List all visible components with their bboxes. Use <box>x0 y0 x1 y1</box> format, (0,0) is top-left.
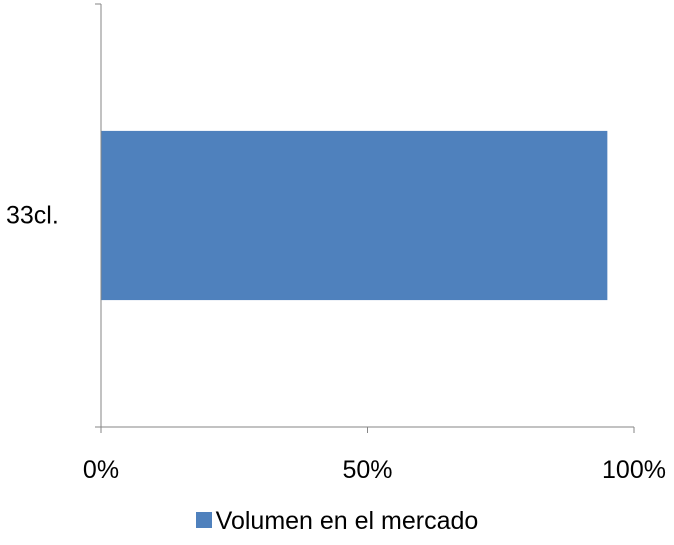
legend-label: Volumen en el mercado <box>215 507 479 535</box>
x-tick-label: 50% <box>342 456 392 484</box>
x-tick-label: 0% <box>83 456 119 484</box>
x-tick-label: 100% <box>602 456 666 484</box>
legend: Volumen en el mercado <box>0 506 674 536</box>
bar-0-0 <box>101 130 608 301</box>
legend-swatch <box>195 512 212 528</box>
category-label: 33cl. <box>6 202 59 230</box>
